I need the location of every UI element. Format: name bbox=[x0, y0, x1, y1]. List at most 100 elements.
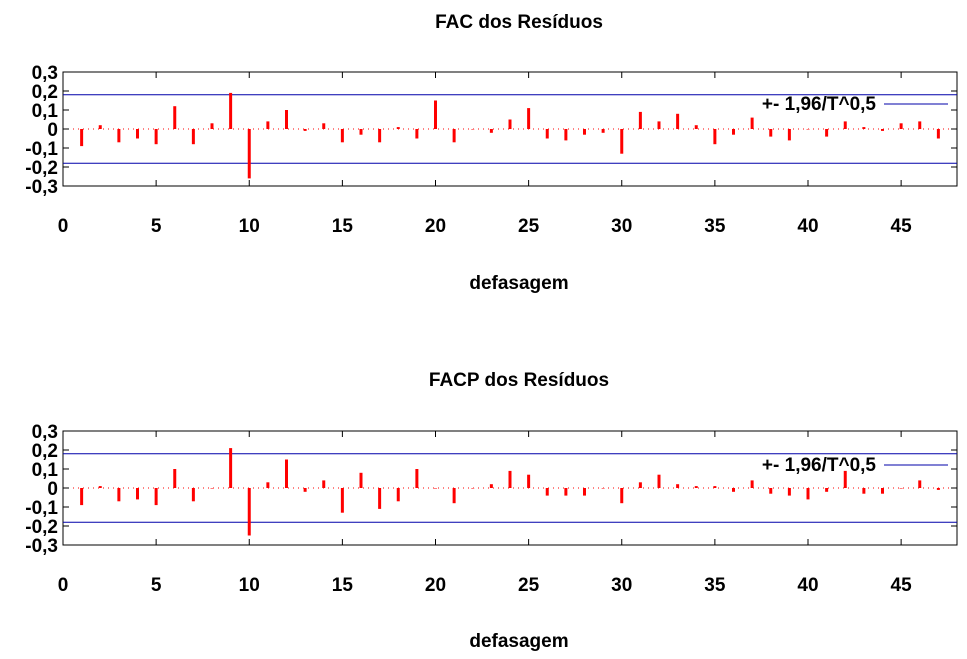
correlation-bar bbox=[936, 488, 940, 490]
correlation-bar bbox=[638, 482, 642, 488]
correlation-bar bbox=[825, 488, 829, 492]
correlation-bar bbox=[657, 474, 661, 488]
correlation-bar bbox=[434, 488, 437, 489]
correlation-bar bbox=[564, 488, 568, 496]
correlation-bar bbox=[676, 113, 680, 129]
chart-title: FAC dos Resíduos bbox=[435, 12, 603, 33]
correlation-bar bbox=[508, 119, 512, 129]
correlation-bar bbox=[471, 129, 475, 130]
correlation-bar bbox=[564, 129, 568, 141]
correlation-bar bbox=[527, 474, 531, 488]
correlation-bar bbox=[806, 129, 810, 130]
correlation-bar bbox=[620, 129, 624, 154]
correlation-bar bbox=[676, 484, 680, 488]
correlation-bar bbox=[881, 129, 884, 131]
correlation-bar bbox=[452, 129, 456, 143]
correlation-bar bbox=[769, 129, 773, 137]
x-axis-label: defasagem bbox=[469, 273, 568, 294]
correlation-bar bbox=[285, 459, 288, 488]
correlation-bar bbox=[415, 129, 419, 139]
correlation-bar bbox=[825, 129, 829, 137]
x-tick-label: 10 bbox=[239, 575, 260, 596]
x-tick-label: 20 bbox=[425, 575, 446, 596]
correlation-bar bbox=[508, 470, 512, 488]
correlation-bar bbox=[452, 488, 456, 504]
correlation-bar bbox=[378, 129, 382, 143]
correlation-bar bbox=[229, 92, 233, 129]
correlation-bar bbox=[247, 129, 251, 179]
correlation-bar bbox=[191, 129, 195, 145]
correlation-bar bbox=[396, 127, 400, 129]
correlation-bar bbox=[266, 482, 270, 488]
x-tick-label: 5 bbox=[151, 575, 162, 596]
correlation-bar bbox=[694, 486, 698, 488]
x-tick-label: 15 bbox=[332, 216, 354, 237]
x-tick-label: 45 bbox=[891, 575, 913, 596]
y-tick-label: 0,3 bbox=[32, 422, 58, 443]
correlation-bar bbox=[210, 123, 214, 129]
correlation-bar bbox=[638, 111, 642, 129]
correlation-bar bbox=[918, 121, 922, 129]
correlation-bar bbox=[191, 488, 195, 502]
correlation-bar bbox=[117, 488, 121, 502]
correlation-bar bbox=[489, 484, 493, 488]
correlation-bar bbox=[378, 488, 382, 509]
correlation-bar bbox=[322, 123, 326, 129]
correlation-bar bbox=[527, 108, 531, 129]
y-tick-label: 0,2 bbox=[32, 441, 58, 462]
correlation-bar bbox=[787, 129, 791, 141]
x-tick-label: 25 bbox=[518, 575, 540, 596]
correlation-bar bbox=[98, 125, 102, 129]
correlation-bar bbox=[918, 480, 922, 488]
y-tick-label: -0,1 bbox=[25, 139, 58, 160]
correlation-bar bbox=[545, 129, 549, 139]
x-axis-label: defasagem bbox=[469, 631, 568, 652]
x-tick-label: 5 bbox=[151, 216, 162, 237]
correlation-bar bbox=[471, 488, 475, 489]
correlation-bar bbox=[620, 488, 624, 504]
correlation-bar bbox=[806, 488, 810, 500]
correlation-bar bbox=[489, 129, 493, 133]
correlation-bar bbox=[266, 121, 270, 129]
correlation-bar bbox=[322, 480, 326, 488]
y-tick-label: -0,2 bbox=[25, 517, 58, 538]
correlation-bar bbox=[732, 488, 735, 492]
x-tick-label: 15 bbox=[332, 575, 354, 596]
correlation-bar bbox=[117, 129, 121, 143]
y-tick-label: 0 bbox=[47, 120, 58, 141]
correlation-bar bbox=[769, 488, 773, 494]
correlation-bar bbox=[862, 127, 866, 129]
x-tick-label: 40 bbox=[797, 216, 818, 237]
correlation-bar bbox=[154, 129, 158, 145]
correlation-bar bbox=[136, 129, 139, 139]
x-tick-label: 30 bbox=[611, 575, 632, 596]
pacf-chart: FACP dos Resíduos 0 5 10 15 20 25 30 35 40 450,30… bbox=[25, 370, 958, 652]
legend: +- 1,96/T^0,5 bbox=[762, 455, 948, 476]
correlation-bar bbox=[862, 488, 866, 494]
correlation-bar bbox=[396, 488, 400, 502]
correlation-bar bbox=[732, 129, 735, 135]
correlation-bar bbox=[750, 117, 754, 129]
correlation-bar bbox=[713, 486, 717, 488]
correlation-bar bbox=[545, 488, 549, 496]
correlation-bar bbox=[601, 488, 605, 489]
correlation-bar bbox=[899, 123, 903, 129]
correlation-bar bbox=[173, 106, 177, 129]
correlation-bar bbox=[303, 488, 307, 492]
legend-label: +- 1,96/T^0,5 bbox=[762, 94, 877, 115]
correlation-bar bbox=[285, 110, 288, 129]
correlation-bar bbox=[583, 488, 586, 496]
correlation-bar bbox=[657, 121, 661, 129]
x-tick-label: 40 bbox=[797, 575, 818, 596]
correlation-bar bbox=[303, 129, 307, 131]
correlation-bar bbox=[899, 488, 903, 489]
correlation-bar bbox=[136, 488, 139, 500]
y-tick-label: 0,3 bbox=[32, 63, 58, 84]
y-tick-label: -0,3 bbox=[25, 536, 58, 557]
x-tick-label: 10 bbox=[239, 216, 260, 237]
x-tick-label: 25 bbox=[518, 216, 540, 237]
correlation-bar bbox=[415, 469, 419, 488]
y-tick-label: -0,1 bbox=[25, 498, 58, 519]
y-tick-label: 0 bbox=[47, 479, 58, 500]
correlation-bar bbox=[750, 480, 754, 488]
